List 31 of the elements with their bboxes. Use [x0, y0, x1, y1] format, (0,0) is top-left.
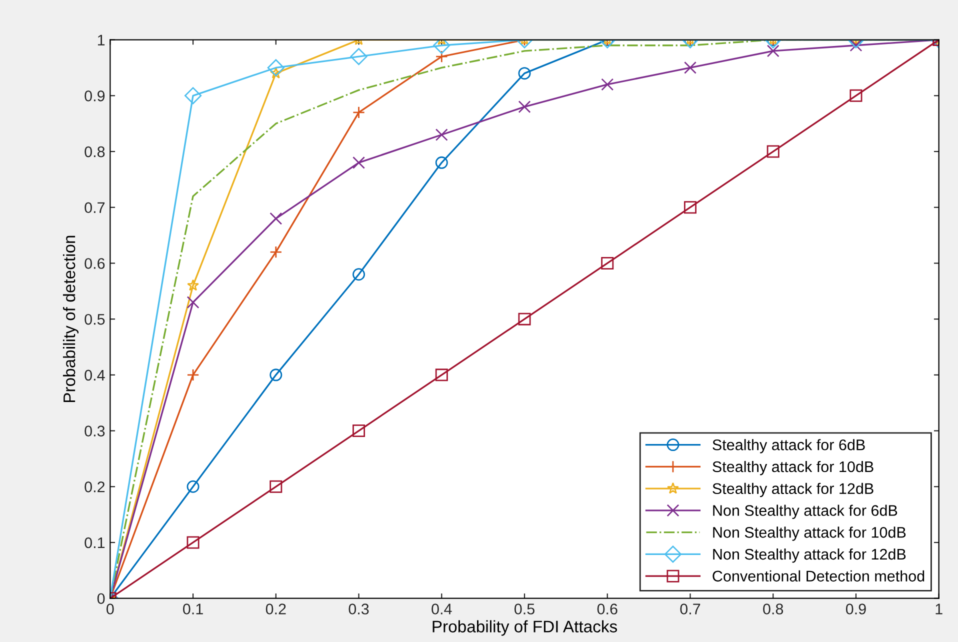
x-tick-label: 0.1 [183, 604, 203, 614]
y-tick-label: 0.6 [84, 258, 105, 269]
y-tick-label: 0.7 [84, 202, 105, 214]
x-tick-label: 0.9 [846, 604, 866, 614]
x-tick-label: 0.4 [432, 604, 452, 614]
y-tick-label: 0.1 [84, 537, 105, 548]
x-tick-label: 0.6 [597, 604, 618, 614]
y-tick-label: 0 [97, 593, 105, 604]
y-axis-title: Probability of detection [62, 236, 79, 402]
legend-label: Non Stealthy attack for 12dB [713, 548, 906, 563]
x-tick-label: 0.5 [514, 604, 534, 614]
legend-label: Non Stealthy attack for 6dB [713, 504, 898, 519]
legend-label: Non Stealthy attack for 10dB [713, 526, 906, 541]
y-tick-label: 0.8 [84, 146, 105, 158]
x-tick-label: 0.3 [348, 604, 369, 614]
legend-label: Stealthy attack for 12dB [712, 482, 874, 498]
y-tick-label: 0.5 [84, 314, 105, 325]
y-tick-label: 0.9 [84, 90, 105, 102]
x-tick-label: 0.8 [763, 604, 784, 614]
y-tick-label: 0.2 [84, 482, 105, 492]
x-axis-title: Probability of FDI Attacks [432, 620, 617, 636]
y-tick-label: 1 [98, 34, 105, 46]
x-tick-label: 0 [106, 604, 114, 614]
legend-label: Stealthy attack for 6dB [712, 439, 865, 454]
y-tick-label: 0.4 [84, 370, 105, 381]
x-tick-label: 0.7 [680, 604, 700, 614]
y-tick-label: 0.3 [84, 426, 105, 436]
x-tick-label: 0.2 [266, 604, 286, 614]
x-tick-label: 1 [936, 604, 942, 614]
legend-label: Conventional Detection method [712, 570, 924, 582]
legend-label: Stealthy attack for 10dB [712, 460, 874, 476]
